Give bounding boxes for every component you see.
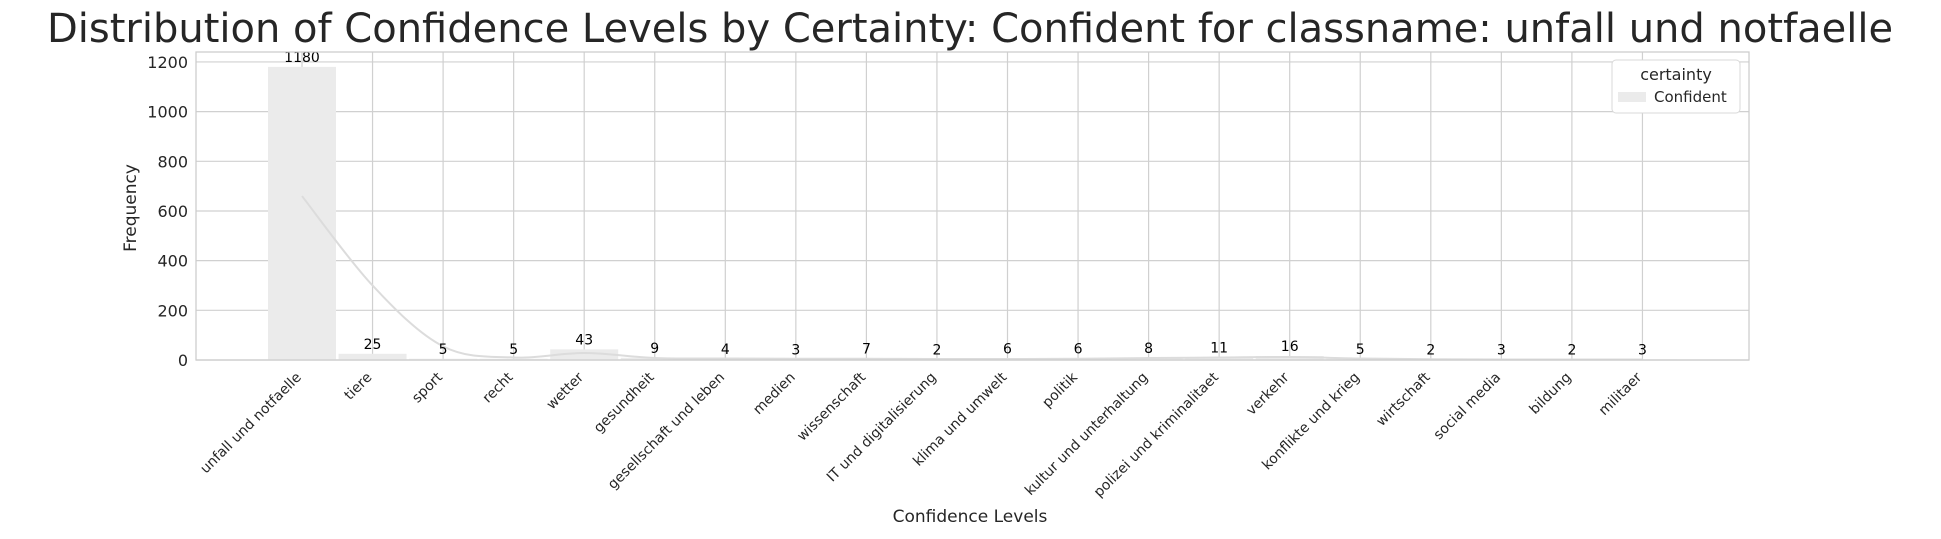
- x-tick-label: sport: [409, 369, 446, 406]
- x-tick-label: wetter: [544, 369, 588, 413]
- plot-frame: [195, 51, 1750, 361]
- y-tick-label: 0: [178, 351, 188, 370]
- x-tick-label: kultur und unterhaltung: [1022, 370, 1151, 499]
- bar-value-label: 9: [650, 341, 659, 357]
- bar-value-label: 6: [1074, 342, 1083, 358]
- bar-value-label: 3: [1497, 342, 1506, 358]
- bar-value-label: 8: [1144, 341, 1153, 357]
- x-tick-label: medien: [750, 370, 798, 418]
- legend: certainty Confident: [1611, 59, 1741, 114]
- x-tick-label: gesellschaft und leben: [605, 370, 728, 493]
- bars-layer: [268, 66, 1677, 361]
- bar-value-label: 25: [364, 337, 382, 353]
- y-tick-label: 200: [157, 301, 188, 320]
- bar-value-label: 43: [575, 332, 593, 348]
- x-tick-label: wissenschaft: [794, 369, 869, 444]
- legend-title: certainty: [1640, 65, 1712, 84]
- y-tick-label: 400: [157, 252, 188, 271]
- x-tick-label: unfall und notfaelle: [197, 370, 304, 477]
- x-tick-label: politik: [1039, 369, 1081, 411]
- bar-value-label: 7: [862, 341, 871, 357]
- y-tick-label: 800: [157, 152, 188, 171]
- bar-value-label: 1180: [284, 50, 320, 66]
- bar: [268, 66, 336, 360]
- x-tick-label: gesundheit: [591, 369, 658, 436]
- bar-value-label: 2: [1426, 343, 1435, 359]
- bar: [338, 353, 407, 360]
- x-tick-label: polizei und kriminalitaet: [1091, 369, 1222, 500]
- kde-line: [301, 195, 1643, 361]
- bar-value-label: 16: [1281, 339, 1299, 355]
- chart-title: Distribution of Confidence Levels by Cer…: [47, 6, 1893, 52]
- x-tick-label: recht: [480, 369, 517, 406]
- grid-layer: [196, 52, 1749, 361]
- legend-swatch: [1618, 92, 1646, 102]
- x-axis-label: Confidence Levels: [893, 507, 1048, 527]
- x-tick-label: bildung: [1527, 370, 1575, 418]
- bar-value-label: 2: [932, 343, 941, 359]
- bar-value-label: 3: [1638, 342, 1647, 358]
- bar-value-label: 5: [1356, 342, 1365, 358]
- y-tick-label: 1000: [147, 103, 188, 122]
- x-tick-label: wirtschaft: [1373, 369, 1434, 430]
- x-tick-label: militaer: [1596, 369, 1645, 418]
- bar-value-label: 2: [1567, 343, 1576, 359]
- y-tick-label: 1200: [147, 53, 188, 72]
- bar-value-label: 5: [509, 342, 518, 358]
- bar-value-label: 4: [721, 342, 730, 358]
- x-tick-label: social media: [1431, 370, 1505, 444]
- kde-layer: [301, 195, 1643, 361]
- y-axis-label: Frequency: [121, 164, 141, 252]
- x-tick-label: tiere: [341, 370, 375, 404]
- x-tick-label: verkehr: [1243, 369, 1292, 418]
- bar-value-label: 3: [791, 342, 800, 358]
- y-tick-label: 600: [157, 202, 188, 221]
- bar-value-label: 5: [439, 342, 448, 358]
- bar-value-label: 11: [1210, 340, 1228, 356]
- bar-value-label: 6: [1003, 342, 1012, 358]
- bar: [550, 349, 619, 360]
- bar: [1185, 357, 1254, 360]
- legend-entry-label: Confident: [1654, 88, 1727, 106]
